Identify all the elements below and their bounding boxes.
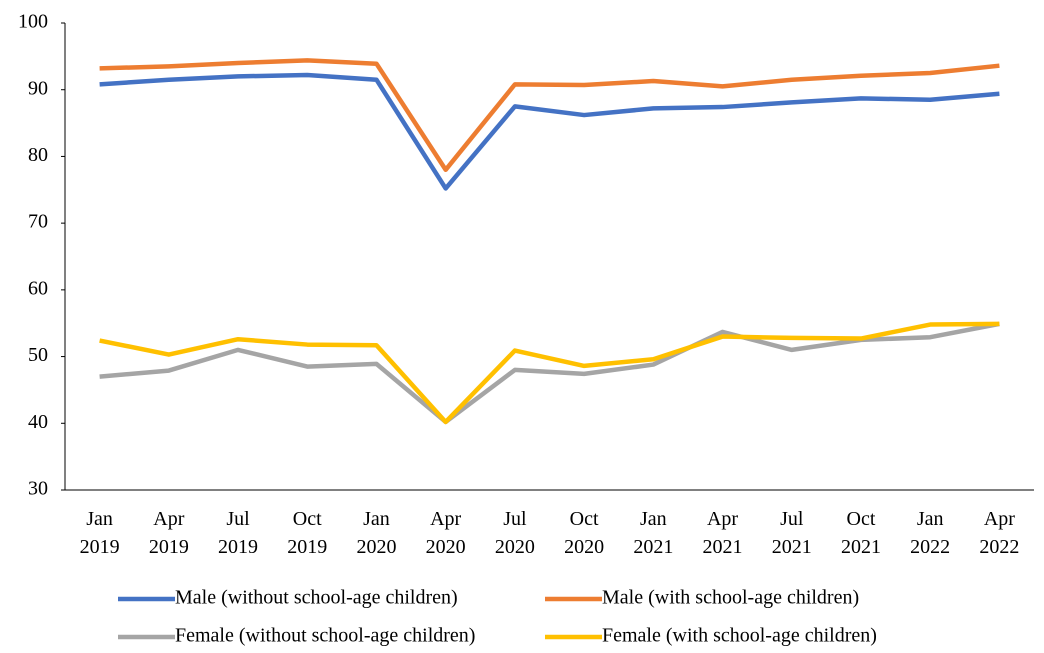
x-tick-label: Apr 2022: [979, 508, 1019, 558]
x-tick-label: Jan 2021: [633, 508, 673, 558]
y-tick-label: 40: [28, 411, 48, 433]
y-tick-label: 70: [28, 211, 48, 233]
x-tick-label: Jan 2019: [80, 508, 120, 558]
x-tick-label: Jan 2020: [356, 508, 396, 558]
series-line: [99, 321, 1000, 425]
y-tick-label: 30: [28, 478, 48, 500]
x-tick-label: Apr 2019: [149, 508, 189, 558]
y-tick-label: 90: [28, 77, 48, 99]
series-line: [99, 321, 1000, 425]
x-tick-label: Jul 2020: [495, 508, 535, 558]
x-tick-label: Jul 2021: [772, 508, 812, 558]
x-tick-label: Apr 2020: [426, 508, 466, 558]
x-tick-label: Oct 2021: [841, 508, 881, 558]
x-tick-label: Oct 2019: [287, 508, 327, 558]
legend-label: Female (with school-age children): [602, 625, 877, 647]
y-tick-label: 50: [28, 344, 48, 366]
legend-label: Male (with school-age children): [602, 587, 859, 609]
series-line: [99, 72, 1000, 191]
y-tick-label: 100: [18, 11, 48, 33]
series-line: [99, 58, 1000, 173]
x-tick-label: Apr 2021: [703, 508, 743, 558]
y-tick-label: 60: [28, 277, 48, 299]
y-tick-label: 80: [28, 144, 48, 166]
x-tick-label: Jul 2019: [218, 508, 258, 558]
x-tick-label: Jan 2022: [910, 508, 950, 558]
legend-label: Female (without school-age children): [175, 625, 475, 647]
x-tick-label: Oct 2020: [564, 508, 604, 558]
legend-label: Male (without school-age children): [175, 587, 458, 609]
